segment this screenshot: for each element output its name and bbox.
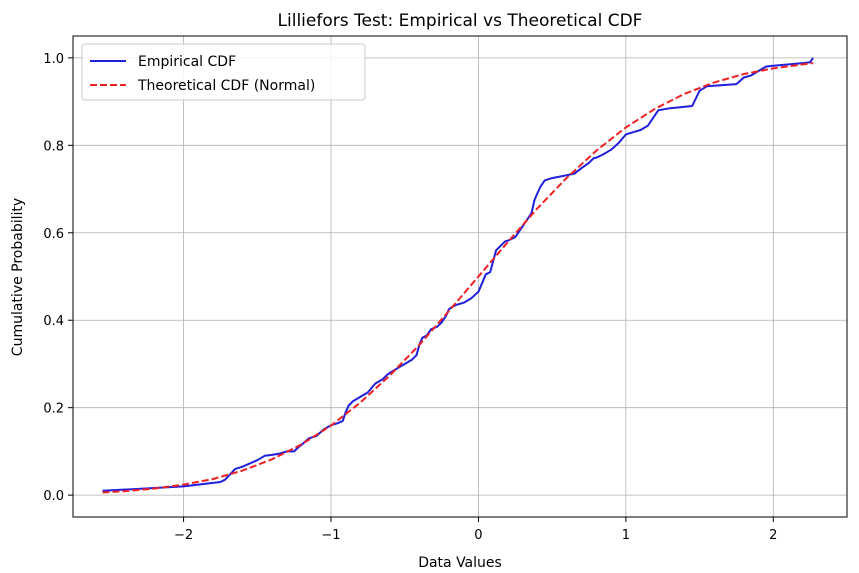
- legend: Empirical CDF Theoretical CDF (Normal): [81, 43, 366, 101]
- y-tick-label: 0.4: [43, 314, 64, 329]
- x-axis-ticks: −2 −1 0 1 2: [174, 517, 777, 543]
- y-tick-label: 0.8: [43, 139, 64, 154]
- plot-frame: [72, 35, 848, 518]
- x-tick-label: −2: [174, 528, 193, 543]
- legend-box: [81, 43, 366, 101]
- y-tick-label: 1.0: [43, 52, 64, 67]
- y-tick-label: 0.2: [43, 402, 64, 417]
- y-tick-label: 0.6: [43, 227, 64, 242]
- legend-label-1: Theoretical CDF (Normal): [137, 78, 315, 94]
- legend-label-0: Empirical CDF: [138, 54, 236, 70]
- grid-lines: [73, 36, 847, 517]
- series-line-0: [102, 57, 814, 492]
- y-tick-label: 0.0: [43, 489, 64, 504]
- x-tick-label: −1: [321, 528, 340, 543]
- series-line-1: [102, 62, 814, 494]
- x-axis-label: Data Values: [418, 555, 502, 571]
- x-tick-label: 1: [622, 528, 630, 543]
- x-tick-label: 2: [769, 528, 777, 543]
- series-layer: [102, 57, 814, 494]
- x-tick-label: 0: [474, 528, 482, 543]
- chart-title: Lilliefors Test: Empirical vs Theoretica…: [278, 11, 643, 31]
- y-axis-label: Cumulative Probability: [10, 198, 26, 356]
- y-axis-ticks: 0.0 0.2 0.4 0.6 0.8 1.0: [43, 52, 73, 504]
